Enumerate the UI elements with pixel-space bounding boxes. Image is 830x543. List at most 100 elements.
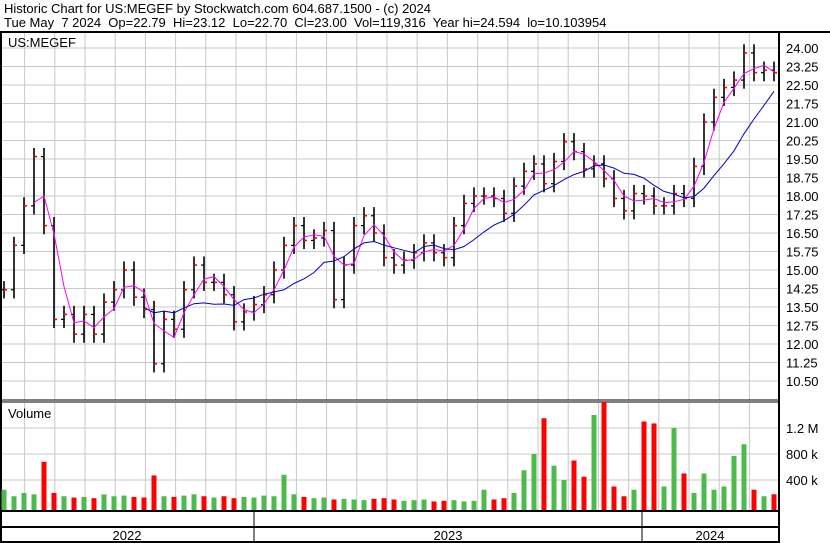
price-bar — [171, 310, 177, 338]
volume-bar — [11, 496, 17, 510]
volume-bar — [141, 497, 147, 510]
price-bars — [1, 44, 777, 373]
volume-bar — [81, 496, 87, 510]
price-bar — [741, 44, 747, 89]
price-bar — [731, 71, 737, 97]
volume-bar — [521, 470, 527, 510]
price-bar — [441, 244, 447, 267]
price-bar — [641, 184, 647, 205]
volume-bar — [581, 476, 587, 510]
volume-bar — [561, 480, 567, 510]
price-bar — [161, 310, 167, 373]
volume-tick-label: 400 k — [786, 473, 818, 488]
volume-bar — [681, 473, 687, 510]
price-bar — [281, 236, 287, 279]
volume-bar — [461, 501, 467, 510]
volume-bar — [51, 493, 57, 510]
volume-bar — [271, 496, 277, 510]
symbol-label: US:MEGEF — [8, 35, 76, 50]
price-bar — [501, 189, 507, 222]
volume-bar — [411, 500, 417, 510]
volume-bar — [161, 496, 167, 510]
price-tick-label: 19.50 — [786, 152, 819, 167]
price-tick-label: 16.50 — [786, 226, 819, 241]
volume-bar — [611, 486, 617, 510]
price-bar — [701, 113, 707, 176]
volume-bar — [691, 493, 697, 510]
volume-bar — [291, 494, 297, 510]
volume-bar — [21, 493, 27, 510]
volume-bars — [1, 402, 777, 510]
price-bar — [231, 286, 237, 331]
grid — [2, 33, 778, 510]
chart-title: Historic Chart for US:MEGEF by Stockwatc… — [4, 1, 432, 16]
price-tick-label: 20.25 — [786, 134, 819, 149]
volume-bar — [331, 499, 337, 510]
volume-bar — [121, 495, 127, 510]
price-bar — [621, 189, 627, 220]
volume-bar — [491, 499, 497, 510]
volume-bar — [741, 444, 747, 510]
price-tick-label: 15.00 — [786, 263, 819, 278]
price-bar — [131, 261, 137, 306]
price-bar — [271, 261, 277, 304]
price-bar — [191, 256, 197, 299]
price-bar — [221, 273, 227, 304]
volume-bar — [71, 497, 77, 510]
volume-bar — [61, 496, 67, 510]
price-bar — [351, 216, 357, 274]
volume-bar — [231, 498, 237, 510]
price-tick-label: 17.25 — [786, 208, 819, 223]
volume-bar — [201, 496, 207, 510]
volume-bar — [191, 494, 197, 510]
year-label-2024: 2024 — [696, 528, 725, 543]
volume-bar — [181, 495, 187, 510]
price-bar — [661, 197, 667, 215]
price-bar — [431, 234, 437, 262]
volume-bar — [601, 402, 607, 510]
price-tick-label: 15.75 — [786, 245, 819, 260]
volume-bar — [641, 421, 647, 510]
price-tick-label: 11.25 — [786, 356, 818, 371]
price-bar — [41, 147, 47, 235]
year-label-2022: 2022 — [113, 528, 142, 543]
volume-bar — [261, 495, 267, 510]
price-tick-label: 22.50 — [786, 78, 819, 93]
price-bar — [71, 305, 77, 343]
volume-bar — [361, 500, 367, 510]
chart-frame — [0, 31, 830, 543]
price-bar — [11, 236, 17, 299]
volume-bar — [481, 489, 487, 510]
price-bar — [31, 147, 37, 215]
volume-bar — [541, 418, 547, 510]
volume-tick-label: 1.2 M — [786, 421, 819, 436]
volume-bar — [381, 498, 387, 510]
volume-tick-label: 800 k — [786, 447, 818, 462]
price-bar — [201, 256, 207, 291]
volume-bar — [341, 498, 347, 510]
price-bar — [361, 207, 367, 235]
volume-bar — [101, 494, 107, 510]
price-tick-label: 12.00 — [786, 337, 819, 352]
volume-bar — [241, 496, 247, 510]
price-bar — [81, 305, 87, 343]
price-bar — [61, 305, 67, 329]
volume-bar — [31, 494, 37, 510]
volume-bar — [511, 493, 517, 510]
volume-bar — [1, 489, 7, 510]
volume-axis: 1.2 M 800 k 400 k — [786, 421, 819, 488]
volume-bar — [451, 500, 457, 510]
volume-bar — [771, 494, 777, 510]
price-bar — [391, 249, 397, 274]
price-bar — [611, 170, 617, 208]
volume-bar — [591, 415, 597, 510]
price-bar — [21, 197, 27, 254]
price-tick-label: 21.75 — [786, 97, 819, 112]
price-bar — [1, 281, 7, 299]
price-bar — [321, 221, 327, 247]
year-label-2023: 2023 — [434, 528, 463, 543]
volume-bar — [421, 499, 427, 510]
price-bar — [181, 281, 187, 338]
volume-bar — [211, 497, 217, 510]
price-bar — [531, 155, 537, 180]
